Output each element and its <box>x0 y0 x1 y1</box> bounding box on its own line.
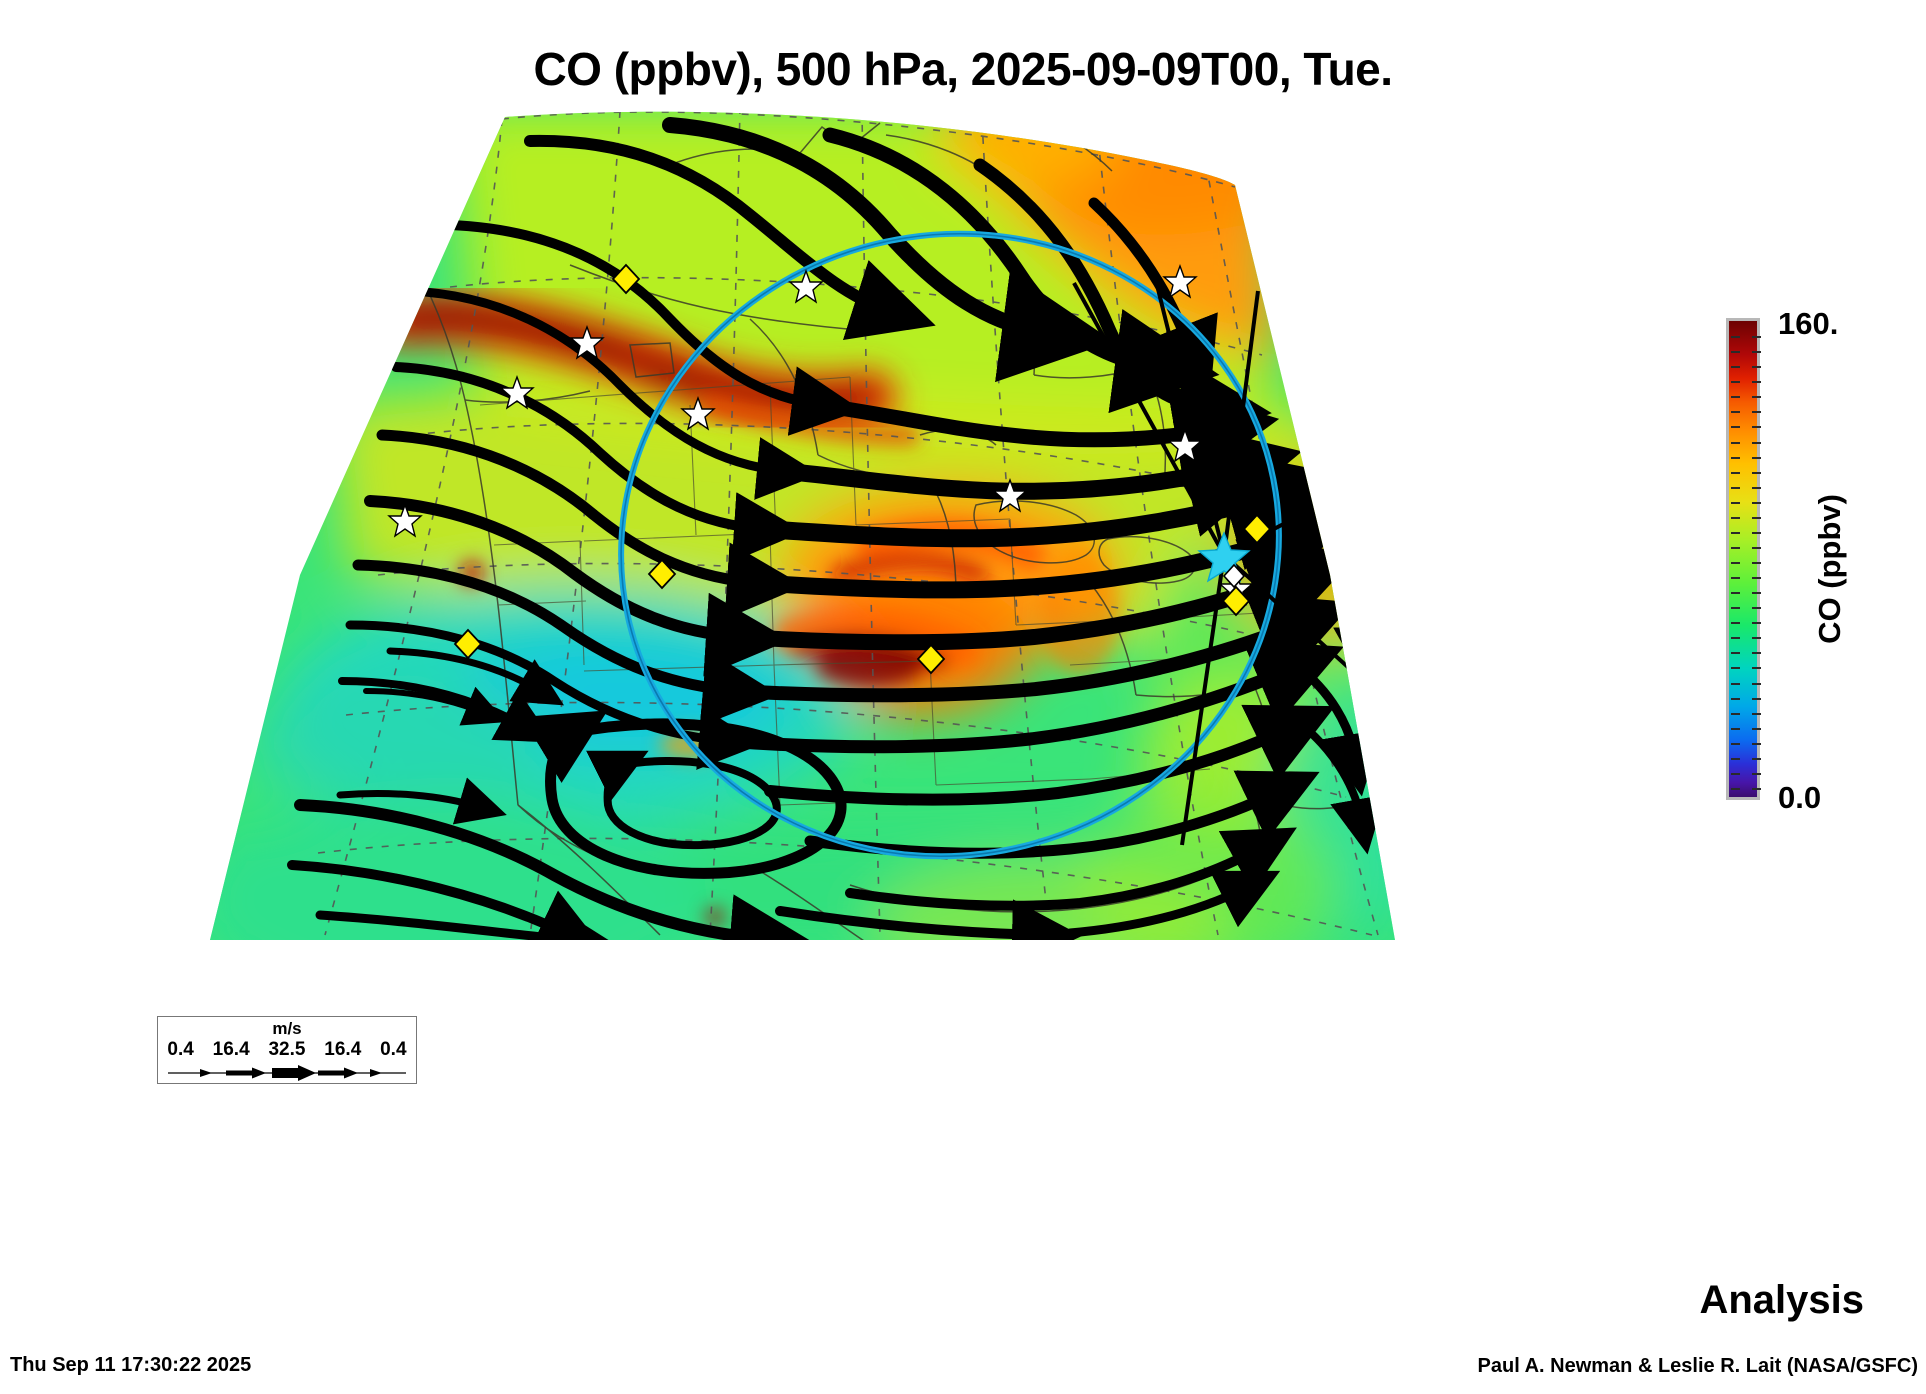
map-panel[interactable] <box>150 105 1570 1265</box>
wind-value: 16.4 <box>324 1039 362 1060</box>
colorbar-min-label: 0.0 <box>1778 780 1822 815</box>
site-diamond[interactable] <box>453 263 1272 675</box>
wind-value: 16.4 <box>212 1039 250 1060</box>
range-ring <box>618 230 1282 860</box>
wind-value: 0.4 <box>380 1039 407 1060</box>
generation-timestamp: Thu Sep 11 17:30:22 2025 <box>10 1354 252 1376</box>
page-title: CO (ppbv), 500 hPa, 2025-09-09T00, Tue. <box>533 43 1393 95</box>
wind-arrow-glyphs <box>168 1065 406 1081</box>
wind-value: 0.4 <box>167 1039 194 1060</box>
colorbar-gradient <box>1726 318 1763 803</box>
colorbar-max-label: 160. <box>1778 306 1839 341</box>
wind-units-label: m/s <box>272 1019 302 1038</box>
wind-value-labels: 0.4 16.4 32.5 16.4 0.4 <box>158 1039 416 1061</box>
station-markers <box>387 263 1272 675</box>
secondary-white-diamond[interactable] <box>1222 563 1246 589</box>
colorbar-axis-label: CO (ppbv) <box>1812 494 1847 644</box>
wind-value: 32.5 <box>268 1039 306 1060</box>
colorbar: 160. 0.0 CO (ppbv) <box>1726 306 1926 818</box>
author-credit: Paul A. Newman & Leslie R. Lait (NASA/GS… <box>1477 1355 1918 1377</box>
analysis-label: Analysis <box>1699 1278 1864 1322</box>
wind-speed-legend: m/s 0.4 16.4 32.5 16.4 0.4 <box>157 1016 417 1084</box>
co-field-map[interactable] <box>150 105 1570 1265</box>
co-contour-field <box>210 111 1395 940</box>
colorbar-ticks <box>1729 321 1763 803</box>
